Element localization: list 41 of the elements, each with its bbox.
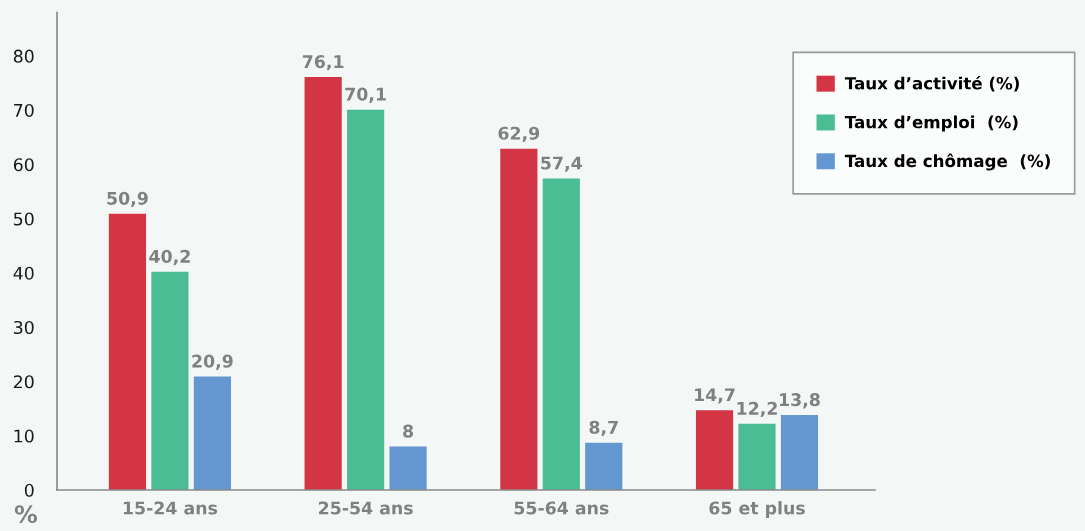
x-tick-label: 65 et plus: [709, 501, 805, 518]
data-label: 14,7: [695, 388, 735, 404]
bar: [347, 109, 385, 490]
y-tick-label: 20: [13, 375, 34, 389]
y-tick-label: 80: [13, 49, 34, 63]
data-label: 8,7: [589, 420, 618, 437]
data-label: 57,4: [541, 156, 582, 172]
y-tick-label: 70: [14, 103, 34, 118]
legend-label: Taux d’activité (%): [844, 76, 1019, 92]
x-tick-label: 25-54 ans: [318, 501, 413, 515]
bar: [151, 271, 189, 490]
x-tick-label: 15-24 ans: [123, 501, 218, 515]
data-label: 8: [403, 424, 414, 438]
bar: [585, 442, 623, 490]
data-label: 12,2: [737, 401, 777, 418]
bar: [695, 410, 734, 490]
data-label: 62,9: [498, 126, 540, 142]
data-label: 40,2: [149, 249, 190, 266]
bar: [542, 178, 580, 490]
x-tick-label: 55-64 ans: [514, 501, 609, 515]
data-label: 20,9: [192, 354, 233, 370]
bar: [780, 415, 819, 490]
y-tick-label: 0: [24, 483, 34, 497]
data-label: 70,1: [345, 87, 386, 103]
y-tick-label: 60: [13, 158, 34, 172]
legend-label: Taux de chômage (%): [844, 153, 1050, 171]
legend-label: Taux d’emploi (%): [844, 115, 1018, 132]
bar: [738, 423, 776, 490]
y-axis-title: %: [14, 505, 37, 524]
bar: [304, 77, 342, 490]
bar: [193, 376, 231, 490]
data-label: 13,8: [780, 393, 820, 409]
bar: [389, 446, 427, 490]
y-tick-label: 40: [13, 266, 34, 280]
y-tick-label: 50: [14, 212, 34, 226]
data-label: 76,1: [302, 55, 344, 71]
bar: [500, 148, 538, 490]
y-tick-label: 30: [14, 320, 34, 335]
bar: [108, 213, 147, 490]
data-label: 50,9: [107, 191, 148, 208]
y-tick-label: 10: [14, 429, 34, 443]
